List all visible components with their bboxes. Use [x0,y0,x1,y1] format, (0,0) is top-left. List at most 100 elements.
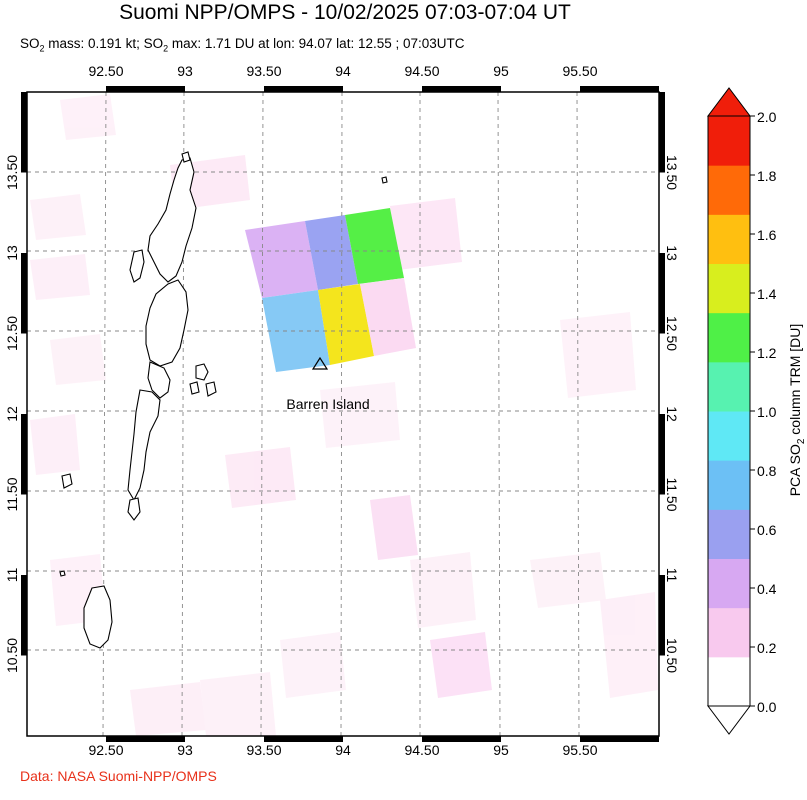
so2-background-pixels [30,94,658,736]
lon-tick-label: 93 [177,742,193,758]
rutland-island [127,497,141,521]
frame-bar-left [21,92,27,173]
colorbar-bottom-arrow [707,705,751,735]
frame-bar-right [659,575,665,656]
colorbar-label-sub: 2 [796,438,807,444]
data-credit: Data: NASA Suomi-NPP/OMPS [20,768,217,784]
frame-bar-right [659,253,665,334]
lon-tick-label: 94.50 [404,63,439,79]
so2-pixel [560,312,636,398]
colorbar-tick-label: 0.2 [757,640,777,656]
colorbar-cells [708,116,750,707]
so2-pixel [60,94,116,140]
ritchie-archipelago-island [205,381,217,397]
colorbar-cell [708,656,750,707]
lon-tick-label: 94.50 [404,742,439,758]
so2-pixel [50,334,106,385]
mass-text: mass: 0.191 kt; SO [44,36,164,51]
so2-pixel [320,382,400,448]
colorbar-cell [708,263,750,314]
lat-tick-label: 12 [4,406,20,422]
north-andaman-island [147,157,197,283]
frame-bar-right [659,414,665,495]
colorbar-tick-label: 0.0 [757,699,777,715]
lon-tick-label: 92.50 [88,742,123,758]
lon-tick-label: 95 [493,742,509,758]
lon-tick-label: 94 [335,63,351,79]
so2-label: SO [20,36,40,51]
colorbar-cell [708,460,750,510]
landfall-island [181,151,191,163]
so2-pixel [30,254,90,300]
colorbar-cell [708,558,750,609]
lat-tick-label: 11.50 [4,477,20,511]
frame-bar-bottom [106,736,185,742]
so2-pixel [130,682,206,736]
interview-island [129,249,145,283]
lon-tick-label: 95 [493,63,509,79]
map-title: Suomi NPP/OMPS - 10/02/2025 07:03-07:04 … [119,1,571,24]
so2-pixel [345,208,404,284]
lat-tick-label: 10.50 [664,638,680,673]
colorbar-ticks: 0.0 0.2 0.4 0.6 0.8 1.0 1.2 1.4 1.6 1.8 2.0 [750,109,777,715]
triangle-icon [311,356,329,370]
small-islet [59,570,66,577]
so2-pixel [30,194,86,240]
narcondam-islet [381,176,388,184]
little-andaman-island [83,585,113,649]
lat-tick-label: 12.50 [4,316,20,351]
colorbar: 0.0 0.2 0.4 0.6 0.8 1.0 1.2 1.4 1.6 1.8 2.0 PCA SO… [707,87,807,735]
lat-tick-label: 12 [664,406,680,422]
frame-bar-top [580,86,659,92]
colorbar-cell [708,607,750,658]
lon-tick-label: 92.50 [88,63,123,79]
so2-subscript: 2 [39,43,45,54]
frame-bar-left [21,414,27,495]
map-border-bars [21,86,665,742]
colorbar-cell [708,312,750,363]
so2-max-subscript: 2 [163,43,169,54]
so2-pixel [360,278,416,356]
coastline-andaman-islands [59,151,388,649]
frame-bar-left [21,253,27,334]
colorbar-cell [708,361,750,412]
lat-tick-label: 13 [664,245,680,261]
frame-bar-bottom [264,736,343,742]
lon-tick-label: 95.50 [562,742,597,758]
so2-pixel [600,592,658,698]
colorbar-tick-label: 0.6 [757,522,777,538]
lon-tick-label: 93.50 [246,63,281,79]
colorbar-tick-label: 1.8 [757,168,777,184]
colorbar-cell [708,214,750,264]
frame-bar-top [264,86,343,92]
map-subtitle: SO2 mass: 0.191 kt; SO2 max: 1.71 DU at … [20,36,465,54]
lon-tick-label: 94 [335,742,351,758]
so2-pixel [200,672,276,736]
colorbar-tick-label: 1.4 [757,286,777,302]
lat-tick-label: 10.50 [4,638,20,673]
latitude-ticks-right: 10.50 11 11.50 12 12.50 13 13.50 [664,155,680,673]
so2-pixel [370,495,418,560]
lat-tick-label: 11 [664,568,680,583]
small-islet [61,473,73,489]
so2-pixel [245,221,318,298]
lon-tick-label: 93 [177,63,193,79]
so2-pixel [530,552,606,608]
middle-andaman-island [145,279,189,367]
colorbar-cell [708,116,750,166]
so2-pixel [318,284,374,365]
frame-bar-bottom [422,736,501,742]
longitude-ticks-top: 92.50 93 93.50 94 94.50 95 95.50 [88,63,597,79]
colorbar-label-post: column TRM [DU] [787,324,803,439]
colorbar-tick-label: 1.2 [757,345,777,361]
so2-pixel [280,632,346,698]
colorbar-label-pre: PCA SO [787,444,803,496]
lon-tick-label: 93.50 [246,742,281,758]
colorbar-tick-label: 2.0 [757,109,777,125]
latitude-ticks-left: 10.50 11 11.50 12 12.50 13 13.50 [4,155,20,673]
colorbar-tick-label: 0.4 [757,581,777,597]
colorbar-label: PCA SO2 column TRM [DU] [787,324,807,497]
lat-tick-label: 11 [4,568,20,583]
frame-bar-bottom [580,736,659,742]
